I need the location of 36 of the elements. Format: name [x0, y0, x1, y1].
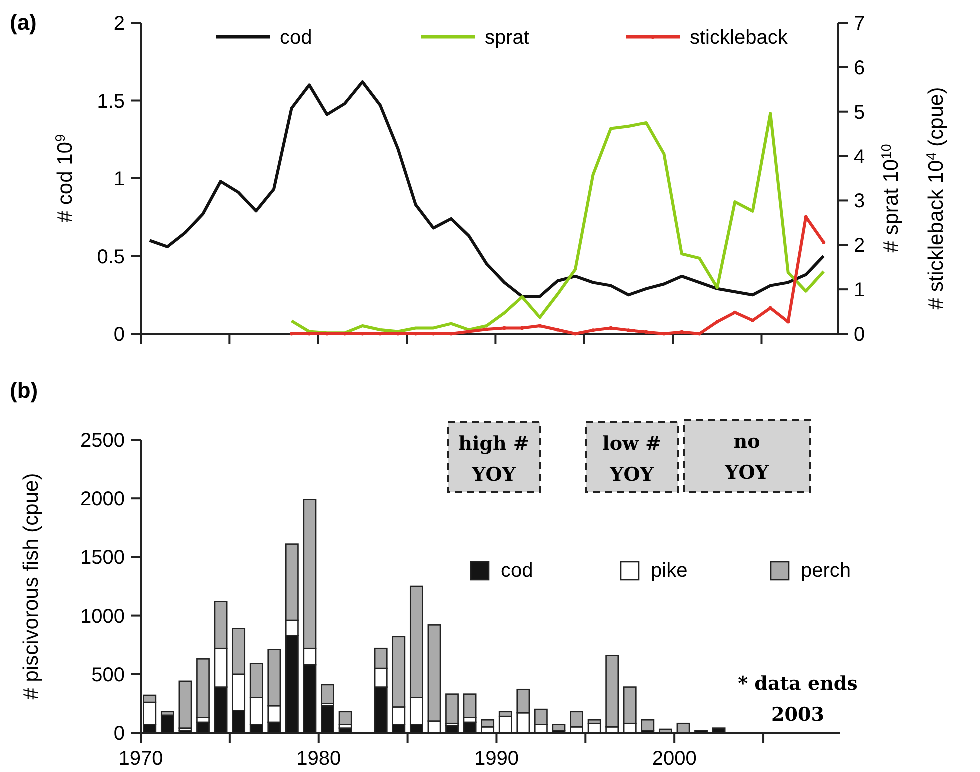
y2-tick-label: 5 — [854, 102, 866, 124]
y2-tick-label: 1 — [854, 280, 866, 302]
y2-tick-label: 7 — [854, 13, 866, 35]
y2-tick-label: 6 — [854, 57, 866, 80]
y2-tick-label: 4 — [854, 146, 866, 168]
annotation: no YOY — [724, 431, 770, 484]
legend-label: pike — [651, 560, 688, 582]
y-tick-label: 500 — [92, 664, 125, 686]
y-tick-label: 1500 — [80, 547, 125, 570]
y-tick-label: 2500 — [80, 430, 125, 452]
y2-tick-label: 3 — [854, 190, 866, 213]
annotation: low # YOY — [602, 433, 662, 486]
x-tick-label: 1970 — [118, 748, 164, 770]
y2-tick-label: 2 — [854, 235, 866, 258]
legend-label: cod — [501, 560, 534, 582]
x-tick-label: 2000 — [652, 748, 697, 770]
legend-label: cod — [280, 27, 312, 49]
y-tick-label: 1 — [114, 168, 125, 190]
y-tick-label: 0 — [114, 324, 125, 346]
y-tick-label: 2000 — [80, 488, 125, 511]
chart-title: (a) — [10, 10, 37, 35]
y2-tick-label: 0 — [854, 324, 866, 346]
legend-label: stickleback — [690, 27, 789, 49]
chart-title: (b) — [10, 378, 38, 403]
y-tick-label: 2 — [114, 13, 125, 35]
x-tick-label: 1990 — [474, 748, 519, 770]
y-tick-label: 1000 — [80, 606, 125, 628]
y-tick-label: 0.5 — [97, 246, 125, 268]
annotation: high # YOY — [458, 433, 530, 486]
annotation: * data ends 2003 — [738, 673, 858, 726]
legend-label: perch — [801, 560, 852, 582]
legend-label: sprat — [485, 27, 530, 49]
y-axis-title: # piscivorous fish (cpue) — [20, 473, 43, 700]
y-tick-label: 0 — [114, 723, 125, 745]
x-tick-label: 1980 — [296, 748, 342, 770]
y-tick-label: 1.5 — [97, 90, 125, 113]
